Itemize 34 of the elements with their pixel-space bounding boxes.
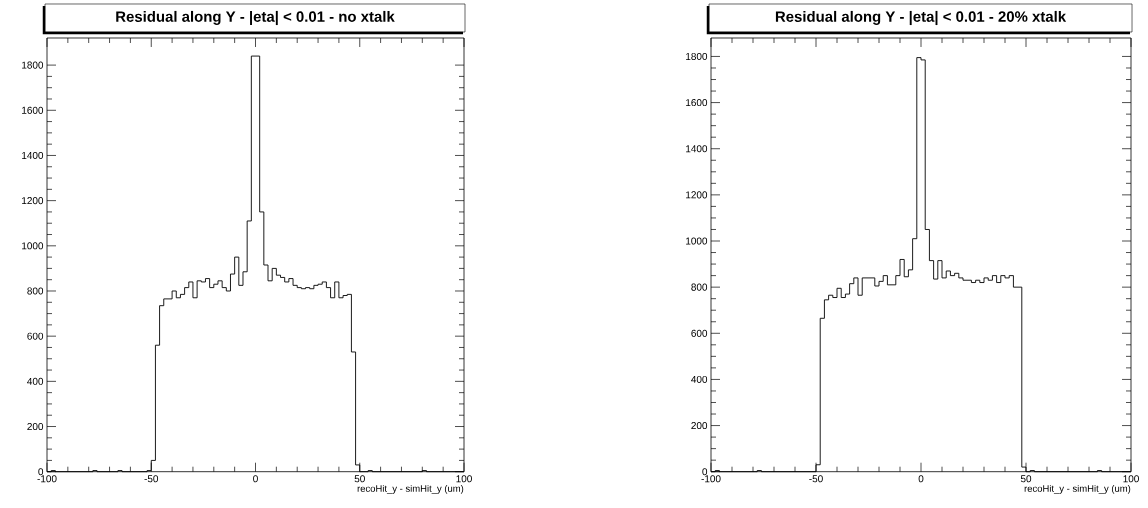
y-tick-label: 1400 — [686, 145, 708, 153]
x-tick-label: 100 — [456, 475, 472, 483]
y-tick-label: 1600 — [686, 99, 708, 107]
y-tick-label: 200 — [691, 422, 708, 430]
x-tick-label: -50 — [809, 475, 823, 483]
y-tick-label: 600 — [27, 332, 44, 340]
y-tick-label: 1800 — [686, 52, 708, 60]
x-tick-label: 0 — [253, 475, 258, 483]
y-tick-label: 800 — [27, 287, 44, 295]
chart-title: Residual along Y - |eta| < 0.01 - 20% xtalk — [775, 10, 1067, 26]
y-tick-label: 1800 — [22, 61, 44, 69]
x-tick-label: 100 — [1123, 475, 1139, 483]
y-tick-label: 400 — [691, 375, 708, 383]
x-tick-label: 0 — [918, 475, 924, 483]
y-tick-label: 1200 — [22, 197, 44, 205]
y-tick-label: 1200 — [686, 191, 708, 199]
y-tick-label: 600 — [691, 329, 708, 337]
y-tick-label: 1000 — [686, 237, 708, 245]
y-tick-label: 800 — [691, 283, 708, 291]
x-tick-label: 50 — [354, 475, 365, 483]
y-tick-label: 0 — [702, 468, 708, 476]
y-tick-label: 400 — [27, 377, 44, 385]
y-tick-label: 0 — [38, 468, 44, 476]
x-tick-label: -100 — [701, 475, 721, 483]
x-axis-title: recoHit_y - simHit_y (um) — [357, 484, 464, 494]
y-tick-label: 1400 — [22, 151, 44, 159]
chart-title: Residual along Y - |eta| < 0.01 - no xtalk — [116, 10, 395, 26]
x-tick-label: -50 — [144, 475, 159, 483]
y-tick-label: 200 — [27, 423, 44, 431]
x-tick-label: 50 — [1020, 475, 1032, 483]
y-tick-label: 1600 — [22, 106, 44, 114]
x-axis-title: recoHit_y - simHit_y (um) — [1024, 484, 1131, 494]
y-tick-label: 1000 — [22, 242, 44, 250]
x-tick-label: -100 — [37, 475, 57, 483]
